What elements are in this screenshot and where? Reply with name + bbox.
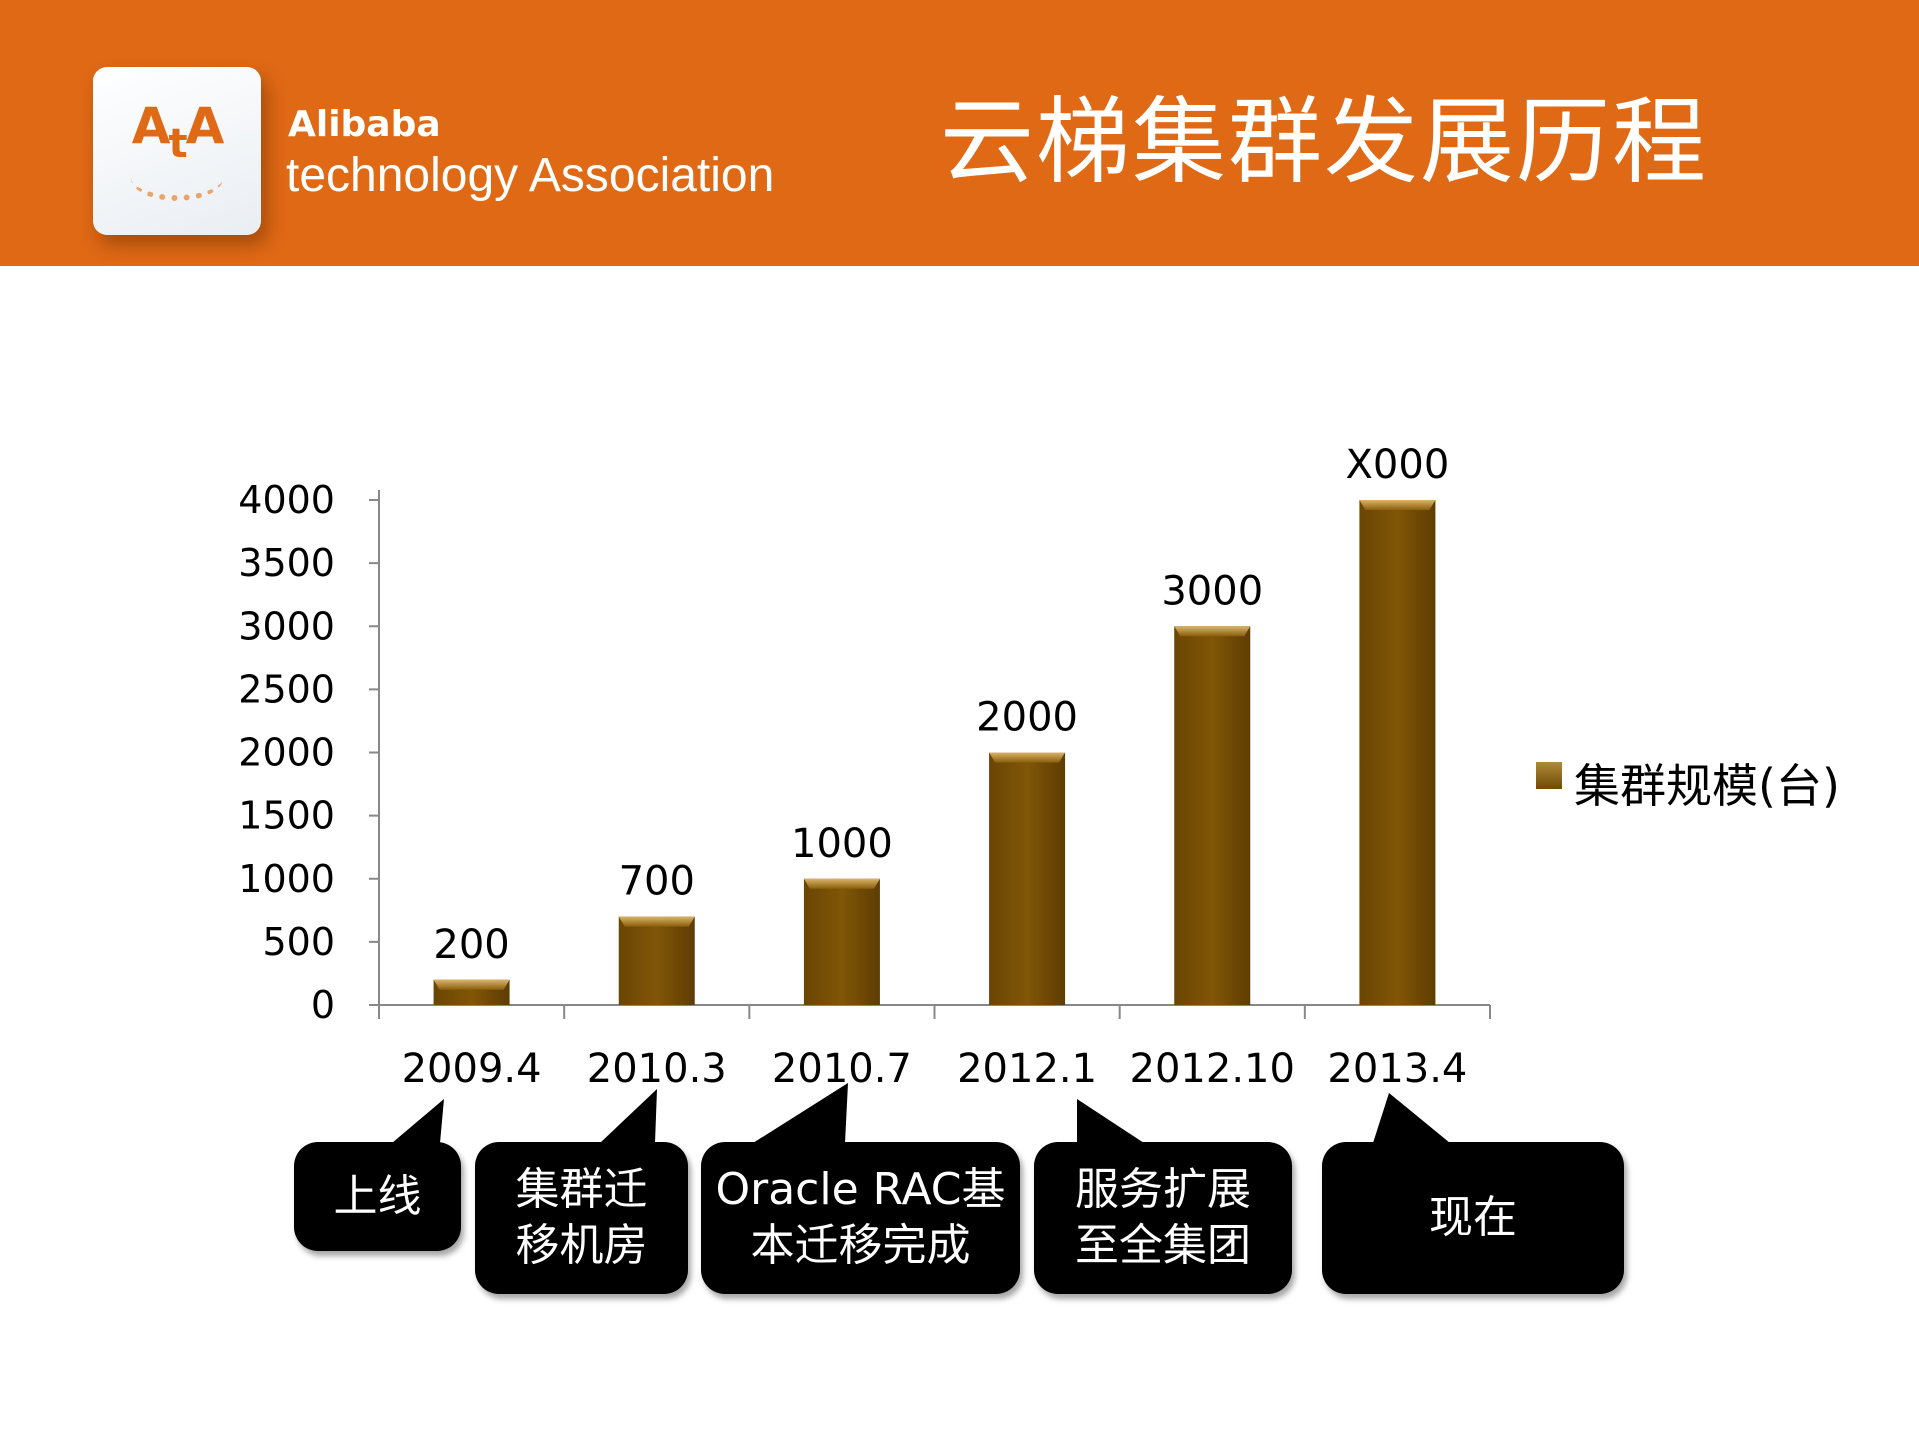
x-tick-label: 2013.4	[1327, 1046, 1467, 1092]
slide-title: 云梯集群发展历程	[940, 88, 1709, 197]
y-tick-label: 0	[311, 983, 335, 1027]
callout-pointer	[392, 1099, 444, 1143]
bar-bevel	[989, 752, 1066, 763]
data-label: 3000	[1161, 568, 1263, 614]
data-label: X000	[1346, 442, 1450, 488]
y-tick-label: 2000	[238, 731, 335, 775]
logo-smile-icon	[131, 155, 223, 201]
brand-subtitle: technology Association	[286, 149, 775, 202]
x-tick-label: 2012.10	[1130, 1046, 1295, 1092]
bar-bevel	[618, 916, 695, 927]
y-tick-label: 3000	[238, 604, 335, 648]
bar	[989, 752, 1066, 1005]
data-label: 200	[433, 922, 509, 968]
y-tick-label: 4000	[238, 478, 335, 522]
ata-logo: AtA	[93, 67, 261, 235]
bar-bevel	[1174, 626, 1251, 637]
header-banner: AtA Alibaba technology Association 云梯集群发…	[0, 0, 1919, 266]
data-label: 2000	[976, 695, 1078, 741]
y-tick-label: 500	[262, 920, 335, 964]
milestone-callout: 现在	[1322, 1142, 1624, 1294]
x-tick-label: 2012.1	[957, 1046, 1097, 1092]
milestone-callout: 集群迁 移机房	[475, 1142, 688, 1294]
data-label: 1000	[791, 821, 893, 867]
x-tick-label: 2010.7	[772, 1046, 912, 1092]
callout-pointer	[1373, 1093, 1450, 1143]
bar	[803, 878, 880, 1005]
bar	[618, 916, 695, 1005]
y-tick-label: 1500	[238, 794, 335, 838]
y-tick-label: 3500	[238, 541, 335, 585]
bar	[1359, 500, 1436, 1005]
x-tick-label: 2010.3	[587, 1046, 727, 1092]
brand-name: Alibaba	[288, 104, 441, 145]
y-tick-label: 2500	[238, 667, 335, 711]
data-label: 700	[619, 859, 695, 905]
callout-pointer	[1077, 1099, 1144, 1143]
bar-bevel	[1359, 500, 1436, 510]
bar-bevel	[803, 878, 880, 889]
callout-pointer	[753, 1083, 848, 1143]
milestone-callout: 上线	[294, 1142, 461, 1251]
milestone-callout: 服务扩展 至全集团	[1034, 1142, 1292, 1294]
bar-bevel	[433, 979, 510, 990]
y-tick-label: 1000	[238, 857, 335, 901]
milestone-callout: Oracle RAC基 本迁移完成	[701, 1142, 1020, 1294]
callout-pointer	[600, 1089, 657, 1143]
bar	[1174, 626, 1251, 1005]
x-tick-label: 2009.4	[402, 1046, 542, 1092]
legend-label: 集群规模(台)	[1574, 759, 1840, 813]
legend-swatch	[1536, 762, 1562, 789]
